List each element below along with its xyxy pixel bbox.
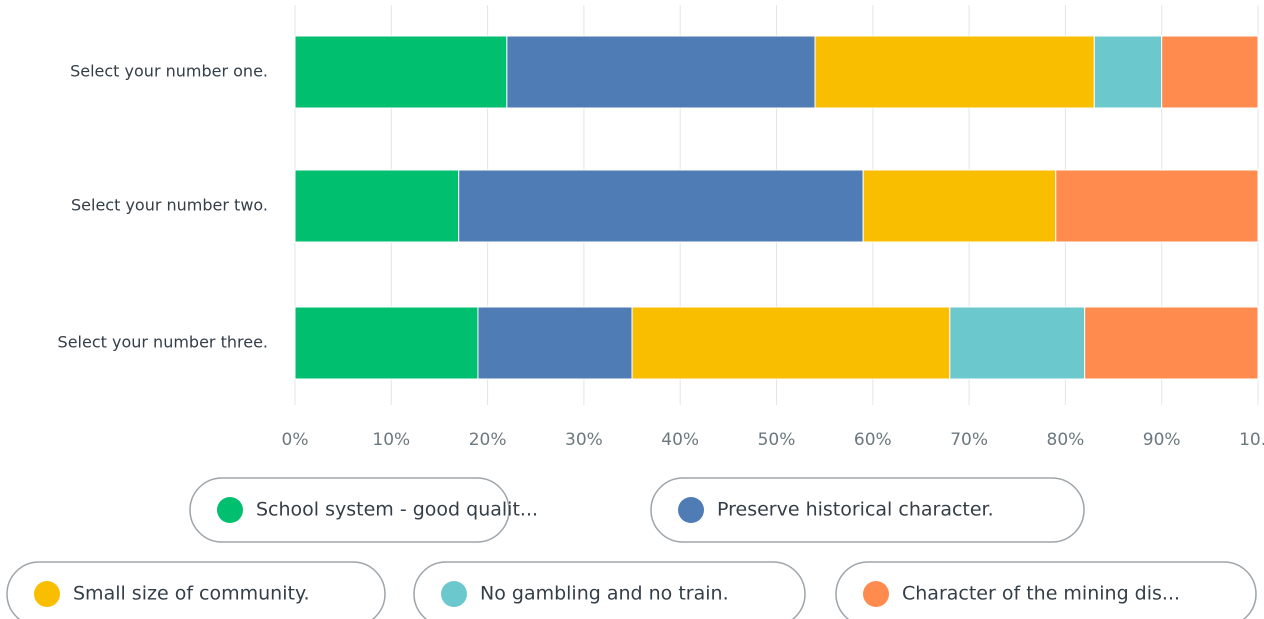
legend-swatch xyxy=(441,581,467,607)
legend-label: No gambling and no train. xyxy=(480,583,729,605)
x-tick-label: 60% xyxy=(854,430,892,450)
legend-label: Preserve historical character. xyxy=(717,499,994,521)
legend-swatch xyxy=(34,581,60,607)
bar-segment xyxy=(862,169,1057,243)
legend-item[interactable] xyxy=(189,477,510,543)
legend-item[interactable] xyxy=(413,561,806,619)
legend-item[interactable] xyxy=(835,561,1257,619)
x-tick-label: 40% xyxy=(661,430,699,450)
legend-item[interactable] xyxy=(6,561,386,619)
legend-swatch xyxy=(217,497,243,523)
legend-item[interactable] xyxy=(650,477,1085,543)
legend-swatch xyxy=(678,497,704,523)
x-tick-label: 50% xyxy=(758,430,796,450)
bar-segment xyxy=(1093,35,1163,109)
bar-segment xyxy=(506,35,816,109)
bar-segment xyxy=(631,306,951,380)
category-label: Select your number one. xyxy=(70,62,268,81)
bar-segment xyxy=(477,306,633,380)
bar-segment xyxy=(294,306,479,380)
x-tick-label: 10... xyxy=(1239,430,1264,450)
x-tick-label: 70% xyxy=(950,430,988,450)
bar-segment xyxy=(294,169,460,243)
legend-label: Small size of community. xyxy=(73,583,310,605)
x-tick-label: 10% xyxy=(372,430,410,450)
legend-swatch xyxy=(863,581,889,607)
bar-segment xyxy=(1161,35,1259,109)
legend-label: Character of the mining dis... xyxy=(902,583,1180,605)
x-tick-label: 20% xyxy=(469,430,507,450)
bar-segment xyxy=(949,306,1086,380)
x-tick-label: 0% xyxy=(282,430,309,450)
x-tick-label: 90% xyxy=(1143,430,1181,450)
category-label: Select your number three. xyxy=(58,333,268,352)
bar-segment xyxy=(294,35,508,109)
category-label: Select your number two. xyxy=(71,196,268,215)
bar-segment xyxy=(1055,169,1259,243)
x-tick-label: 80% xyxy=(1047,430,1085,450)
bar-segment xyxy=(814,35,1095,109)
bar-segment xyxy=(458,169,864,243)
x-tick-label: 30% xyxy=(565,430,603,450)
legend-label: School system - good qualit... xyxy=(256,499,538,521)
bar-segment xyxy=(1084,306,1259,380)
